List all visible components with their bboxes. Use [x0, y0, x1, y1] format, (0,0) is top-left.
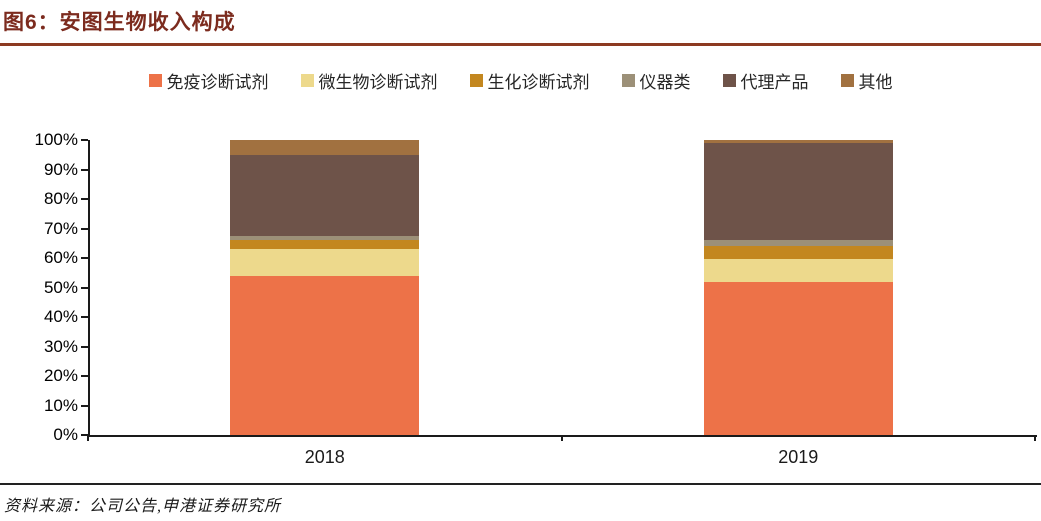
legend-swatch-icon [621, 74, 635, 87]
source-rule [0, 483, 1041, 485]
legend-item: 生化诊断试剂 [469, 68, 590, 93]
figure-title: 图6：安图生物收入构成 [3, 11, 236, 34]
source-note: 资料来源：公司公告,申港证券研究所 [4, 498, 282, 515]
legend-swatch-icon [722, 74, 736, 87]
bar-segment-2018 [230, 154, 420, 236]
bar-segment-2018 [230, 140, 420, 155]
x-axis-tick [560, 435, 563, 441]
y-axis-tick [81, 316, 88, 318]
y-axis-tick [81, 198, 88, 200]
y-axis-tick [81, 286, 88, 289]
plot-area [88, 140, 1037, 437]
y-axis-label: 10% [43, 395, 78, 415]
x-axis-tick [1034, 435, 1036, 441]
bar-segment-2018 [230, 235, 420, 241]
bar-segment-2019 [703, 246, 893, 260]
y-axis-label: 20% [43, 366, 78, 385]
bar-segment-2019 [703, 240, 893, 247]
y-axis-tick [81, 434, 88, 436]
legend-label: 免疫诊断试剂 [166, 73, 269, 92]
legend-swatch-icon [469, 74, 483, 87]
bar-segment-2018 [230, 249, 420, 276]
y-axis-label: 70% [43, 218, 78, 238]
legend-label: 代理产品 [740, 73, 809, 92]
legend-swatch-icon [840, 74, 854, 87]
x-axis-tick [87, 435, 89, 441]
x-axis-label: 2018 [304, 447, 345, 467]
y-axis-label: 100% [34, 130, 78, 149]
legend-label: 其他 [858, 73, 893, 92]
title-rule [0, 43, 1041, 46]
legend-item: 仪器类 [621, 68, 691, 93]
y-axis-label: 90% [43, 159, 78, 179]
y-axis-label: 30% [43, 336, 78, 356]
y-axis-tick [81, 227, 88, 230]
bar-segment-2018 [230, 275, 420, 435]
y-axis-label: 40% [43, 307, 78, 326]
legend-item: 代理产品 [722, 68, 809, 93]
y-axis-tick [81, 168, 88, 171]
legend-item: 其他 [840, 68, 893, 93]
bar-segment-2019 [703, 140, 893, 143]
y-axis-tick [81, 257, 88, 259]
y-axis-label: 0% [53, 425, 78, 444]
bar-segment-2019 [703, 259, 893, 282]
legend-swatch-icon [300, 74, 314, 87]
legend-item: 微生物诊断试剂 [300, 68, 438, 93]
y-axis-tick [81, 375, 88, 377]
legend-label: 生化诊断试剂 [487, 73, 590, 92]
chart-legend: 免疫诊断试剂 微生物诊断试剂 生化诊断试剂 仪器类 代理产品 其他 [0, 68, 1041, 93]
bar-segment-2019 [703, 142, 893, 241]
y-axis-tick [81, 404, 88, 407]
bar-segment-2019 [703, 281, 893, 435]
bar-segment-2018 [230, 240, 420, 250]
legend-swatch-icon [148, 74, 162, 87]
y-axis-label: 60% [43, 248, 78, 267]
y-axis-label: 50% [43, 277, 78, 297]
y-axis-label: 80% [43, 189, 78, 208]
y-axis-tick [81, 139, 88, 141]
legend-item: 免疫诊断试剂 [148, 68, 269, 93]
y-axis-tick [81, 345, 88, 348]
legend-label: 微生物诊断试剂 [318, 73, 438, 92]
legend-label: 仪器类 [639, 73, 691, 92]
x-axis-label: 2019 [778, 447, 819, 467]
